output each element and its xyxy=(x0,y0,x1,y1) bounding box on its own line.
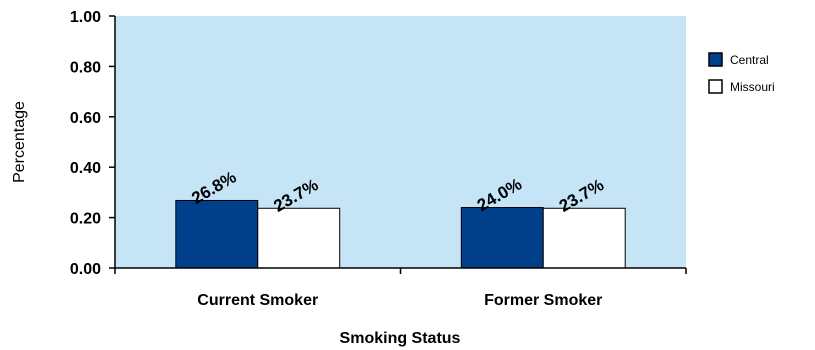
y-tick-label: 0.80 xyxy=(70,59,101,76)
legend-swatch-missouri xyxy=(708,79,723,94)
y-tick-label: 0.00 xyxy=(70,261,101,278)
bars xyxy=(175,199,626,269)
x-axis-ticks: Current Smoker Former Smoker xyxy=(114,268,687,309)
bar-central xyxy=(460,207,544,269)
x-axis-title: Smoking Status xyxy=(340,330,461,347)
legend-label-central: Central xyxy=(730,53,769,67)
x-tick-label: Current Smoker xyxy=(197,292,318,309)
legend-swatch-central xyxy=(708,52,723,67)
legend-label-missouri: Missouri xyxy=(730,80,775,94)
y-axis-title: Percentage xyxy=(11,101,28,183)
y-tick-label: 0.40 xyxy=(70,160,101,177)
bar-central xyxy=(175,199,259,269)
y-tick-label: 0.20 xyxy=(70,211,101,228)
legend: Central Missouri xyxy=(708,52,775,94)
y-axis-ticks: 0.00 0.20 0.40 0.60 0.80 1.00 xyxy=(70,9,115,278)
bar-missouri xyxy=(257,207,341,269)
bar-missouri xyxy=(542,207,626,269)
y-tick-label: 0.60 xyxy=(70,110,101,127)
y-tick-label: 1.00 xyxy=(70,9,101,26)
x-tick-label: Former Smoker xyxy=(484,292,602,309)
